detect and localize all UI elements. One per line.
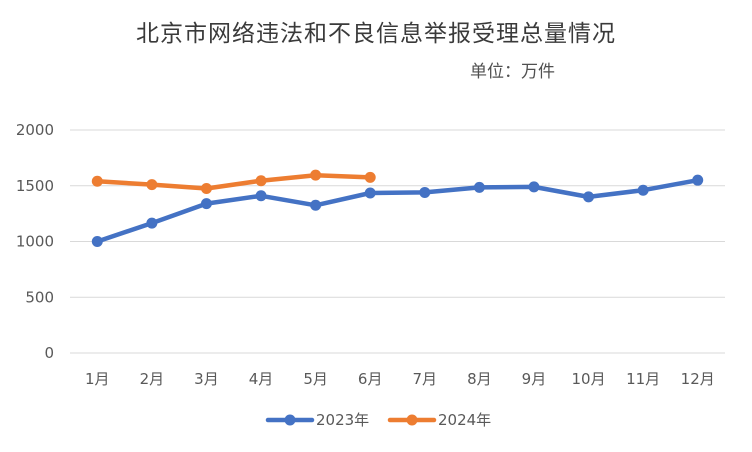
x-tick-label: 7月 — [413, 370, 438, 388]
legend-swatch-marker — [406, 414, 418, 426]
y-tick-label: 2000 — [16, 121, 54, 139]
y-tick-label: 1500 — [16, 177, 54, 195]
legend-label: 2024年 — [438, 411, 491, 429]
data-point — [637, 184, 649, 196]
x-tick-label: 1月 — [85, 370, 110, 388]
y-tick-label: 1000 — [16, 233, 54, 251]
x-tick-label: 12月 — [681, 370, 715, 388]
y-tick-label: 500 — [25, 288, 54, 306]
series-line-2 — [95, 172, 373, 191]
data-point — [146, 179, 158, 191]
data-point — [528, 181, 540, 193]
x-tick-label: 6月 — [358, 370, 383, 388]
data-point — [692, 174, 704, 186]
x-tick-label: 11月 — [626, 370, 660, 388]
data-point — [255, 175, 267, 187]
data-point — [364, 171, 376, 183]
data-point — [310, 199, 322, 211]
data-point — [310, 169, 322, 181]
legend-label: 2023年 — [316, 411, 369, 429]
chart-unit-subtitle: 单位：万件 — [470, 62, 555, 82]
data-point — [200, 183, 212, 195]
data-point — [473, 181, 485, 193]
x-tick-label: 5月 — [303, 370, 328, 388]
chart-title: 北京市网络违法和不良信息举报受理总量情况 — [136, 21, 616, 47]
data-point — [419, 186, 431, 198]
legend-swatch-marker — [284, 414, 296, 426]
x-tick-label: 10月 — [571, 370, 605, 388]
x-tick-label: 8月 — [467, 370, 492, 388]
x-tick-label: 3月 — [194, 370, 219, 388]
x-tick-label: 2月 — [140, 370, 165, 388]
y-tick-label: 0 — [44, 344, 54, 362]
data-point — [583, 191, 595, 203]
x-tick-label: 9月 — [522, 370, 547, 388]
data-point — [91, 175, 103, 187]
data-point — [91, 236, 103, 247]
x-tick-label: 4月 — [249, 370, 274, 388]
data-point — [146, 217, 158, 229]
data-point — [364, 187, 376, 199]
data-point — [255, 190, 267, 202]
series-line-1 — [95, 177, 700, 244]
data-point — [200, 198, 212, 210]
